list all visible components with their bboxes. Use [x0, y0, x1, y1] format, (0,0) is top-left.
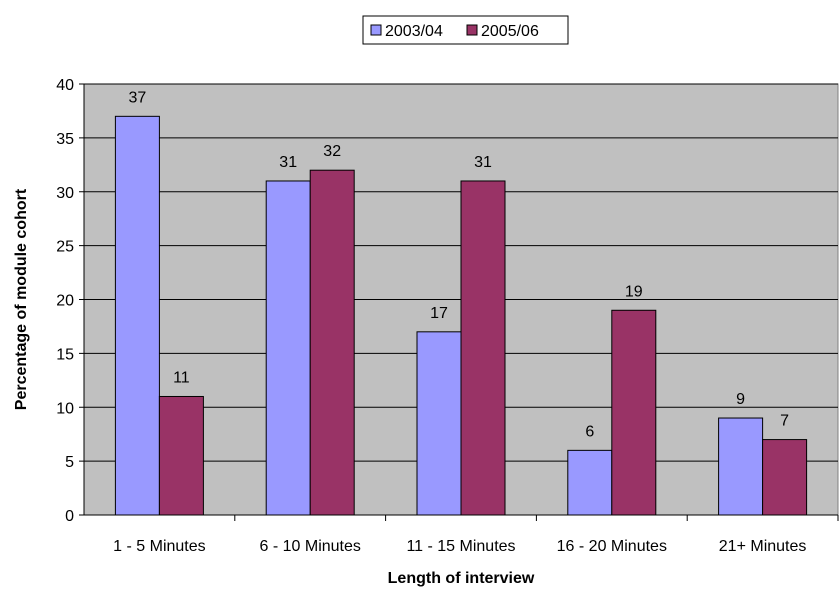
legend-swatch	[370, 24, 382, 36]
data-label: 31	[279, 154, 297, 171]
y-tick-label: 30	[56, 185, 74, 202]
y-axis-title: Percentage of module cohort	[13, 188, 30, 410]
bar	[762, 439, 808, 516]
data-label: 9	[736, 391, 745, 408]
x-tick-label: 6 - 10 Minutes	[260, 538, 361, 555]
data-label: 6	[585, 423, 594, 440]
y-tick-label: 40	[56, 77, 74, 94]
data-label: 11	[173, 369, 190, 386]
data-label: 17	[430, 305, 448, 322]
x-tick-label: 11 - 15 Minutes	[406, 538, 515, 555]
y-tick-label: 35	[56, 131, 74, 148]
legend-box	[362, 15, 569, 45]
data-label: 31	[474, 154, 492, 171]
bar	[416, 331, 462, 516]
y-tick-label: 15	[56, 346, 74, 363]
x-tick-label: 1 - 5 Minutes	[113, 538, 205, 555]
bar	[718, 417, 764, 516]
plot-area: 0 5 10 15 20 25 30 35 40 37 11 1 - 5 Minutes 31 32 6 -…	[56, 77, 839, 555]
x-tick-label: 21+ Minutes	[719, 538, 807, 555]
bar	[567, 449, 613, 516]
bar	[265, 180, 311, 516]
data-label: 32	[323, 143, 341, 160]
legend-label: 2003/04	[385, 23, 443, 40]
bar	[460, 180, 506, 516]
bar	[158, 395, 204, 516]
y-tick-label: 0	[65, 508, 74, 525]
x-axis-title: Length of interview	[388, 570, 535, 587]
y-tick-label: 10	[56, 400, 74, 417]
bar	[114, 115, 160, 516]
y-tick-label: 20	[56, 293, 74, 310]
data-label: 37	[129, 89, 147, 106]
x-tick-label: 16 - 20 Minutes	[557, 538, 667, 555]
data-label: 19	[625, 283, 643, 300]
bar	[309, 169, 355, 516]
legend-swatch	[466, 24, 478, 36]
legend: 2003/04 2005/06	[362, 15, 569, 45]
bar	[611, 309, 657, 516]
legend-label: 2005/06	[481, 23, 539, 40]
y-tick-label: 5	[65, 454, 74, 471]
y-tick-label: 25	[56, 239, 74, 256]
data-label: 7	[780, 413, 789, 430]
